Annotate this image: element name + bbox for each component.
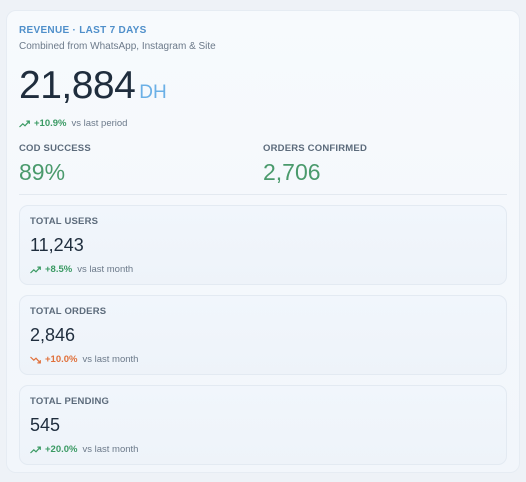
card-value: 2,846 [30, 325, 76, 345]
trend-down-icon [30, 356, 41, 364]
card-trend-pct: +8.5% [45, 264, 73, 275]
card-trend: +20.0% vs last month [30, 444, 496, 456]
revenue-value: 21,884 [19, 64, 136, 107]
stat-value: 89% [19, 159, 66, 185]
card-value: 11,243 [30, 235, 84, 255]
revenue-trend: +10.9% vs last period [19, 118, 507, 130]
card-trend-context: vs last month [82, 354, 139, 365]
card-total-pending: TOTAL PENDING 545 +20.0% vs last month [19, 385, 507, 465]
revenue-substats: COD SUCCESS 89% ORDERS CONFIRMED 2,706 [19, 143, 507, 186]
trend-up-icon [30, 266, 41, 274]
card-trend: +8.5% vs last month [30, 264, 496, 276]
revenue-figure: 21,884 DH [19, 63, 507, 109]
revenue-trend-context: vs last period [71, 118, 128, 129]
revenue-unit: DH [139, 82, 167, 103]
divider [19, 194, 507, 195]
revenue-subtitle: Combined from WhatsApp, Instagram & Site [19, 41, 216, 52]
stat-cod-success: COD SUCCESS 89% [19, 143, 263, 186]
trend-up-icon [19, 120, 30, 128]
card-trend-pct: +20.0% [45, 444, 78, 455]
card-trend-pct: +10.0% [45, 354, 78, 365]
card-total-users: TOTAL USERS 11,243 +8.5% vs last month [19, 205, 507, 285]
revenue-panel: REVENUE · LAST 7 DAYS Combined from What… [6, 10, 520, 473]
card-value: 545 [30, 415, 61, 435]
stat-value: 2,706 [263, 159, 321, 185]
card-label: TOTAL ORDERS [30, 306, 107, 317]
revenue-trend-pct: +10.9% [34, 118, 67, 129]
card-trend: +10.0% vs last month [30, 354, 496, 366]
stat-label: COD SUCCESS [19, 143, 91, 154]
card-total-orders: TOTAL ORDERS 2,846 +10.0% vs last month [19, 295, 507, 375]
card-label: TOTAL USERS [30, 216, 99, 227]
trend-up-icon [30, 446, 41, 454]
card-trend-context: vs last month [77, 264, 134, 275]
card-trend-context: vs last month [82, 444, 139, 455]
stat-label: ORDERS CONFIRMED [263, 143, 368, 154]
revenue-eyebrow: REVENUE · LAST 7 DAYS [19, 25, 147, 36]
card-label: TOTAL PENDING [30, 396, 110, 407]
stat-orders-confirmed: ORDERS CONFIRMED 2,706 [263, 143, 507, 186]
